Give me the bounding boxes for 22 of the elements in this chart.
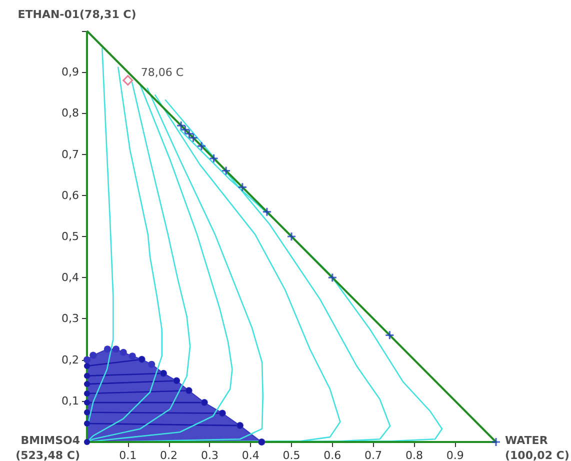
y-tick-label: 0,4 bbox=[62, 271, 79, 284]
y-tick-label: 0,5 bbox=[62, 230, 79, 243]
annotation: BMIMSO4 (523,48 C) bbox=[16, 434, 80, 461]
y-tick-label: 0,1 bbox=[62, 394, 79, 408]
x-tick-label: 0.7 bbox=[364, 449, 382, 461]
annotation: WATER (100,02 C) bbox=[505, 434, 570, 461]
x-tick-label: 0.5 bbox=[282, 449, 300, 461]
x-tick-label: 0.4 bbox=[242, 449, 260, 461]
x-tick-label: 0.2 bbox=[160, 449, 178, 461]
x-tick-label: 0.9 bbox=[446, 449, 464, 461]
annotation: ETHAN-01(78,31 C) bbox=[18, 8, 136, 21]
x-tick-label: 0.1 bbox=[119, 449, 137, 461]
y-tick-label: 0,9 bbox=[62, 66, 79, 79]
annotation: 78,06 C bbox=[140, 66, 184, 79]
y-tick-label: 0,6 bbox=[62, 188, 79, 202]
x-tick-label: 0.3 bbox=[200, 449, 218, 461]
y-tick-label: 0,8 bbox=[62, 106, 79, 120]
y-tick-label: 0,3 bbox=[62, 312, 79, 326]
x-tick-label: 0.8 bbox=[405, 449, 423, 461]
x-tick-label: 0.6 bbox=[324, 449, 342, 461]
y-tick-label: 0,2 bbox=[62, 353, 79, 366]
y-tick-label: 0,7 bbox=[62, 148, 79, 161]
